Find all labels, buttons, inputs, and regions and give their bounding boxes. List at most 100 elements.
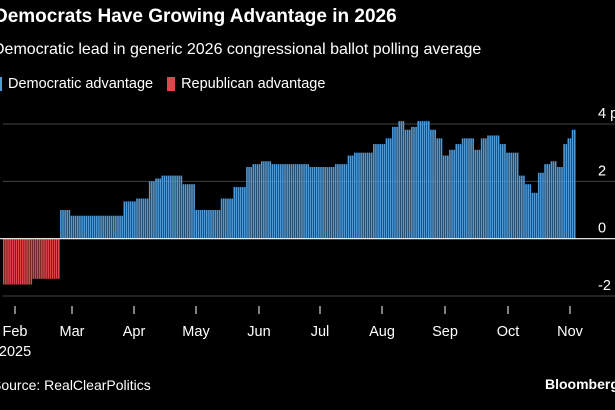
bar-republican — [57, 238, 60, 279]
bar-democratic — [93, 215, 96, 239]
bar-democratic — [406, 129, 409, 239]
bar-democratic — [453, 149, 455, 239]
bar-democratic — [463, 138, 466, 239]
bar-democratic — [567, 138, 570, 239]
bar-democratic — [324, 167, 326, 239]
x-tick-label: Sep — [432, 324, 458, 340]
bar-democratic — [370, 152, 373, 239]
bar-democratic — [474, 149, 477, 239]
bar-democratic — [548, 164, 551, 239]
bar-democratic — [134, 201, 136, 239]
legend-item-republican: Republican advantage — [167, 76, 325, 92]
bar-democratic — [377, 144, 379, 239]
bar-republican — [5, 238, 7, 285]
bar-democratic — [311, 167, 314, 239]
bar-democratic — [413, 126, 415, 239]
bar-democratic — [504, 144, 506, 239]
bar-democratic — [434, 129, 436, 239]
bar-democratic — [167, 175, 170, 239]
bar-democratic — [489, 135, 491, 239]
x-tick-label: Nov — [557, 324, 584, 340]
bar-democratic — [497, 135, 500, 239]
bar-democratic — [396, 126, 398, 239]
bar-democratic — [379, 144, 381, 239]
x-tick-label: Aug — [369, 324, 395, 340]
bar-democratic — [227, 198, 229, 239]
bar-democratic — [537, 172, 540, 239]
bar-democratic — [235, 187, 238, 239]
bar-democratic — [535, 192, 538, 239]
bar-republican — [36, 238, 39, 279]
bar-democratic — [191, 184, 193, 239]
chart-subtitle: Democratic lead in generic 2026 congress… — [0, 41, 482, 58]
bar-democratic — [119, 215, 121, 239]
bar-democratic — [322, 167, 324, 239]
bar-democratic — [252, 164, 255, 239]
bar-democratic — [432, 129, 434, 239]
bar-democratic — [347, 155, 350, 239]
bar-republican — [30, 238, 33, 285]
bar-democratic — [157, 178, 159, 239]
bar-democratic — [334, 164, 337, 239]
y-tick-label: 2 — [598, 163, 606, 179]
bar-democratic — [70, 215, 73, 239]
bar-democratic — [159, 178, 162, 239]
bar-democratic — [470, 138, 472, 239]
bar-democratic — [260, 161, 263, 239]
bar-democratic — [199, 210, 202, 239]
bar-democratic — [231, 198, 233, 239]
bar-republican — [34, 238, 37, 279]
bar-democratic — [485, 138, 487, 239]
bar-democratic — [60, 210, 62, 239]
bar-democratic — [184, 184, 187, 239]
bar-democratic — [573, 129, 576, 239]
x-tick-label: Jul — [311, 324, 330, 340]
x-year-label: 2025 — [0, 344, 31, 360]
bar-democratic — [447, 155, 449, 239]
bar-democratic — [423, 121, 426, 239]
bar-democratic — [294, 164, 297, 239]
bar-democratic — [79, 215, 81, 239]
bar-democratic — [345, 164, 348, 239]
bar-democratic — [554, 161, 557, 239]
bar-democratic — [100, 215, 102, 239]
bar-democratic — [546, 164, 549, 239]
bar-democratic — [108, 215, 111, 239]
chart-title: Democrats Have Growing Advantage in 2026 — [0, 6, 397, 27]
bar-democratic — [366, 152, 369, 239]
bar-democratic — [408, 129, 411, 239]
bar-republican — [24, 238, 26, 285]
bar-democratic — [275, 164, 278, 239]
bar-democratic — [244, 187, 246, 239]
bar-republican — [41, 238, 43, 279]
bar-democratic — [104, 215, 107, 239]
bar-republican — [45, 238, 47, 279]
bar-republican — [15, 238, 18, 285]
legend-item-democratic: Democratic advantage — [0, 76, 153, 92]
bar-democratic — [282, 164, 284, 239]
bar-democratic — [514, 152, 517, 239]
legend-swatch-democratic — [0, 77, 2, 91]
bar-democratic — [161, 175, 164, 239]
bar-democratic — [387, 138, 390, 239]
bar-democratic — [398, 121, 400, 239]
bar-democratic — [237, 187, 240, 239]
bar-democratic — [66, 210, 69, 239]
bar-democratic — [523, 175, 525, 239]
bar-democratic — [131, 201, 134, 239]
bar-democratic — [552, 161, 555, 239]
bar-democratic — [277, 164, 280, 239]
bar-democratic — [565, 144, 568, 239]
bar-democratic — [402, 121, 405, 239]
y-tick-label: 0 — [598, 221, 606, 237]
bar-democratic — [165, 175, 168, 239]
bar-democratic — [112, 215, 115, 239]
bar-democratic — [180, 175, 183, 239]
bar-democratic — [303, 164, 305, 239]
bar-democratic — [123, 201, 126, 239]
x-tick-label: Jun — [247, 324, 270, 340]
bar-democratic — [478, 149, 481, 239]
bar-democratic — [212, 210, 214, 239]
bar-democratic — [349, 155, 352, 239]
